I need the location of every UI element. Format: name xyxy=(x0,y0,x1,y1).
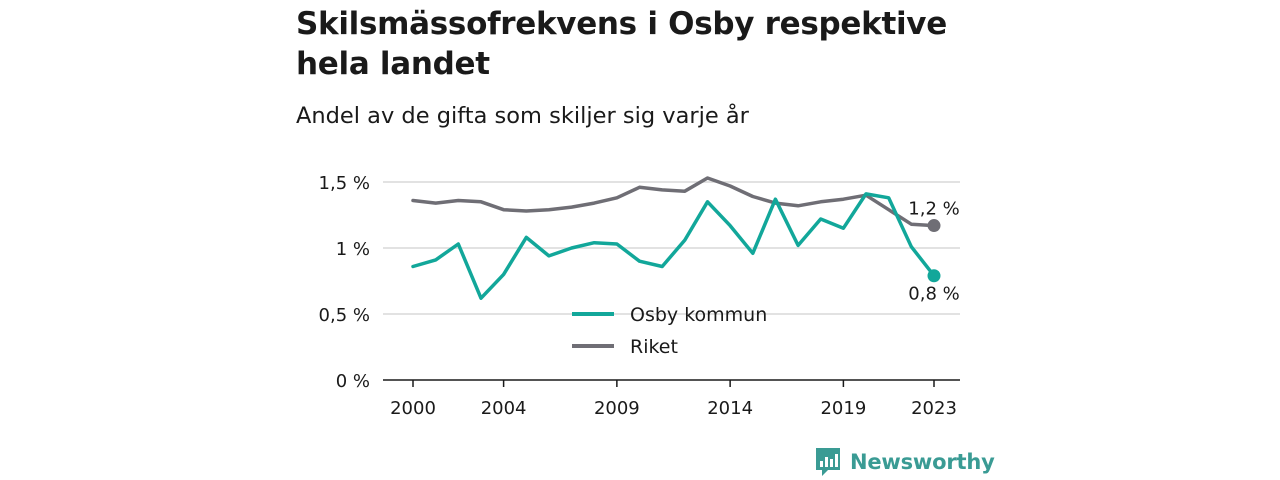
series-line-osby xyxy=(411,192,936,300)
end-marker-osby xyxy=(927,269,941,283)
legend: Osby kommun Riket xyxy=(572,304,767,358)
chart-title: Skilsmässofrekvens i Osby respektive hel… xyxy=(296,6,947,82)
x-tick-label: 2019 xyxy=(820,398,866,419)
brand-name: Newsworthy xyxy=(850,450,995,474)
end-marker-riket xyxy=(927,219,941,233)
brand-logo: Newsworthy xyxy=(814,446,995,478)
y-tick-label: 1 % xyxy=(336,239,370,260)
y-tick-label: 1,5 % xyxy=(319,173,370,194)
x-tick-label: 2000 xyxy=(390,398,436,419)
newsworthy-logo-icon xyxy=(816,448,840,476)
x-tick-label: 2023 xyxy=(911,398,957,419)
end-label-riket: 1,2 % xyxy=(908,199,959,220)
y-tick-label: 0 % xyxy=(336,371,370,392)
series-lines: 1,2 % 0,8 % xyxy=(411,176,960,305)
grid-lines xyxy=(383,181,960,315)
legend-label-osby: Osby kommun xyxy=(630,304,767,326)
y-tick-label: 0,5 % xyxy=(319,305,370,326)
x-tick-label: 2014 xyxy=(707,398,753,419)
x-tick-label: 2004 xyxy=(481,398,527,419)
y-tick-labels: 0 % 0,5 % 1 % 1,5 % xyxy=(319,173,370,392)
series-line-riket xyxy=(411,176,936,228)
x-tick-labels: 2000 2004 2009 2014 2019 2023 xyxy=(390,398,957,419)
end-label-osby: 0,8 % xyxy=(908,284,959,305)
legend-label-riket: Riket xyxy=(630,336,678,358)
x-axis xyxy=(383,379,960,387)
chart-subtitle: Andel av de gifta som skiljer sig varje … xyxy=(296,103,749,129)
x-tick-label: 2009 xyxy=(594,398,640,419)
